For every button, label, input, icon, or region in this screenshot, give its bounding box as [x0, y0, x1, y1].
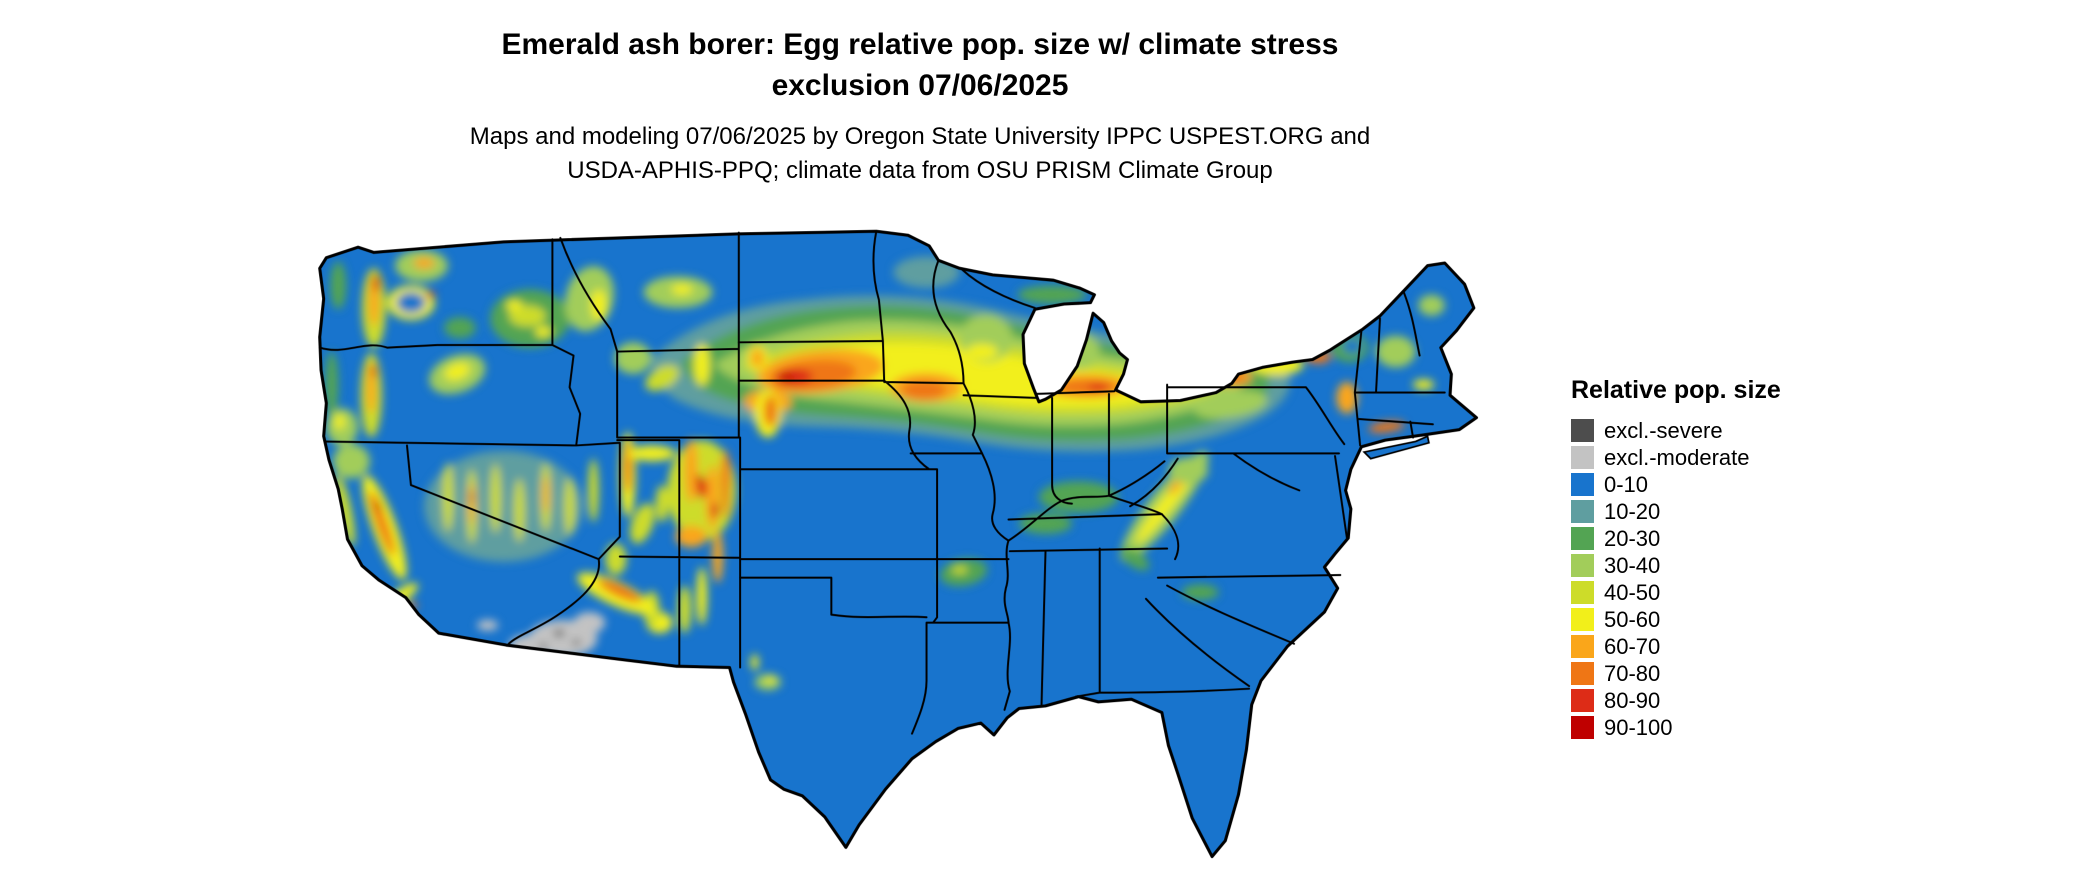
us-map-container: [305, 226, 1515, 887]
legend-item-label: 10-20: [1604, 498, 1661, 524]
page-title: Emerald ash borer: Egg relative pop. siz…: [220, 24, 1620, 106]
page-title-line2: exclusion 07/06/2025: [771, 69, 1069, 102]
legend-swatch: [1571, 662, 1594, 685]
legend-swatch: [1571, 581, 1594, 604]
legend-item-label: excl.-severe: [1604, 417, 1723, 443]
page-subtitle: Maps and modeling 07/06/2025 by Oregon S…: [220, 120, 1620, 188]
legend-item-label: 80-90: [1604, 687, 1661, 713]
legend-item-label: 40-50: [1604, 579, 1661, 605]
page-title-line1: Emerald ash borer: Egg relative pop. siz…: [501, 28, 1339, 61]
legend-item: 90-100: [1571, 714, 1831, 740]
legend-title: Relative pop. size: [1571, 376, 1781, 404]
legend-swatch: [1571, 446, 1594, 469]
page-subtitle-line1: Maps and modeling 07/06/2025 by Oregon S…: [469, 123, 1371, 150]
legend-item: 10-20: [1571, 498, 1831, 524]
legend-swatch: [1571, 716, 1594, 739]
legend-item-label: 50-60: [1604, 606, 1661, 632]
page-subtitle-line2: USDA-APHIS-PPQ; climate data from OSU PR…: [567, 157, 1273, 184]
legend-item-label: 60-70: [1604, 633, 1661, 659]
legend-item-label: 70-80: [1604, 660, 1661, 686]
legend-item-label: 90-100: [1604, 714, 1673, 740]
legend-item: excl.-severe: [1571, 417, 1831, 443]
legend-item-label: 20-30: [1604, 525, 1661, 551]
us-map: [318, 229, 1478, 859]
legend-item: 40-50: [1571, 579, 1831, 605]
legend-item: 30-40: [1571, 552, 1831, 578]
legend-item: 60-70: [1571, 633, 1831, 659]
legend-swatch: [1571, 554, 1594, 577]
legend-item: 20-30: [1571, 525, 1831, 551]
legend-swatch: [1571, 635, 1594, 658]
state-borders: [318, 230, 1446, 735]
long-island: [1362, 434, 1430, 460]
legend-swatch: [1571, 473, 1594, 496]
legend-item: 70-80: [1571, 660, 1831, 686]
legend-item-label: excl.-moderate: [1604, 444, 1750, 470]
legend-item: 50-60: [1571, 606, 1831, 632]
legend-item: 80-90: [1571, 687, 1831, 713]
legend-item: 0-10: [1571, 471, 1831, 497]
legend-swatch: [1571, 608, 1594, 631]
legend-item-label: 30-40: [1604, 552, 1661, 578]
map-region-blobs: [325, 249, 1445, 691]
map-legend: Relative pop. size excl.-severe excl.-mo…: [1571, 376, 1831, 743]
legend-item: excl.-moderate: [1571, 444, 1831, 470]
legend-swatch: [1571, 500, 1594, 523]
legend-item-label: 0-10: [1604, 471, 1649, 497]
legend-swatch: [1571, 527, 1594, 550]
legend-swatch: [1571, 419, 1594, 442]
legend-swatch: [1571, 689, 1594, 712]
